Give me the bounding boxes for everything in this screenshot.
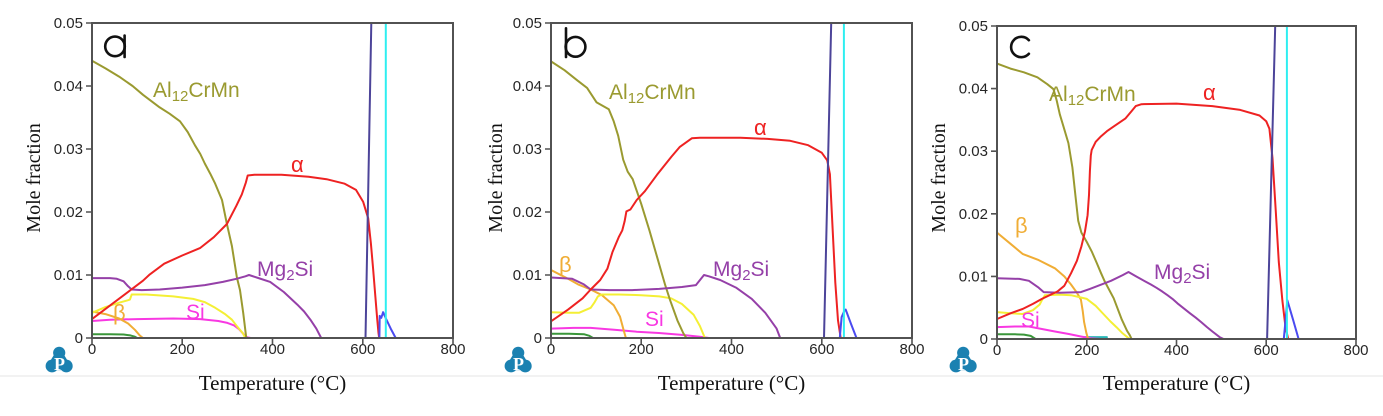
svg-text:0: 0 bbox=[534, 330, 542, 347]
svg-text:0.05: 0.05 bbox=[513, 15, 542, 32]
svg-text:0.02: 0.02 bbox=[513, 204, 542, 221]
svg-text:Mg2​Si: Mg2​Si bbox=[257, 258, 313, 284]
svg-text:0.03: 0.03 bbox=[513, 141, 542, 158]
svg-text:0: 0 bbox=[75, 330, 83, 347]
svg-text:400: 400 bbox=[1164, 342, 1189, 359]
svg-text:Mole fraction: Mole fraction bbox=[23, 123, 45, 232]
svg-text:400: 400 bbox=[260, 341, 285, 358]
svg-text:β: β bbox=[113, 300, 126, 325]
svg-text:800: 800 bbox=[1343, 342, 1368, 359]
svg-text:0: 0 bbox=[547, 341, 555, 358]
svg-text:α: α bbox=[291, 152, 304, 177]
svg-text:β: β bbox=[1015, 213, 1028, 238]
svg-text:Si: Si bbox=[1021, 309, 1040, 332]
svg-text:Temperature (°C): Temperature (°C) bbox=[658, 371, 805, 395]
svg-text:0.03: 0.03 bbox=[959, 143, 988, 160]
svg-text:β: β bbox=[559, 252, 572, 277]
svg-text:Si: Si bbox=[186, 301, 205, 324]
svg-text:200: 200 bbox=[629, 341, 654, 358]
svg-text:Al12​CrMn: Al12​CrMn bbox=[1049, 83, 1136, 109]
svg-text:0.01: 0.01 bbox=[54, 267, 83, 284]
svg-text:800: 800 bbox=[440, 341, 465, 358]
svg-text:600: 600 bbox=[350, 341, 375, 358]
svg-text:α: α bbox=[1203, 80, 1216, 105]
svg-text:600: 600 bbox=[1254, 342, 1279, 359]
svg-text:0: 0 bbox=[993, 342, 1001, 359]
svg-text:P: P bbox=[54, 354, 65, 374]
svg-text:Al12​CrMn: Al12​CrMn bbox=[609, 81, 696, 107]
svg-text:0.01: 0.01 bbox=[513, 267, 542, 284]
svg-text:0.04: 0.04 bbox=[54, 78, 83, 95]
svg-text:Temperature (°C): Temperature (°C) bbox=[199, 371, 346, 395]
svg-text:P: P bbox=[958, 354, 969, 374]
svg-text:800: 800 bbox=[899, 341, 924, 358]
svg-text:P: P bbox=[513, 354, 524, 374]
svg-text:400: 400 bbox=[719, 341, 744, 358]
svg-text:600: 600 bbox=[809, 341, 834, 358]
svg-text:Si: Si bbox=[645, 308, 664, 331]
svg-text:Mole fraction: Mole fraction bbox=[485, 123, 507, 232]
svg-text:Mole fraction: Mole fraction bbox=[928, 123, 950, 232]
svg-text:α: α bbox=[754, 115, 767, 140]
svg-text:0.03: 0.03 bbox=[54, 141, 83, 158]
svg-text:Temperature (°C): Temperature (°C) bbox=[1103, 371, 1250, 395]
svg-text:0.05: 0.05 bbox=[959, 18, 988, 35]
svg-text:0.04: 0.04 bbox=[513, 78, 542, 95]
svg-text:Mg2​Si: Mg2​Si bbox=[1154, 261, 1210, 287]
svg-text:0.02: 0.02 bbox=[54, 204, 83, 221]
svg-text:0: 0 bbox=[980, 331, 988, 348]
svg-text:0.05: 0.05 bbox=[54, 15, 83, 32]
svg-text:Mg2​Si: Mg2​Si bbox=[713, 258, 769, 284]
svg-text:0.04: 0.04 bbox=[959, 81, 988, 98]
svg-text:Al12​CrMn: Al12​CrMn bbox=[153, 79, 240, 105]
svg-text:0.02: 0.02 bbox=[959, 206, 988, 223]
svg-text:200: 200 bbox=[170, 341, 195, 358]
svg-text:200: 200 bbox=[1074, 342, 1099, 359]
svg-text:0.01: 0.01 bbox=[959, 268, 988, 285]
svg-text:0: 0 bbox=[88, 341, 96, 358]
